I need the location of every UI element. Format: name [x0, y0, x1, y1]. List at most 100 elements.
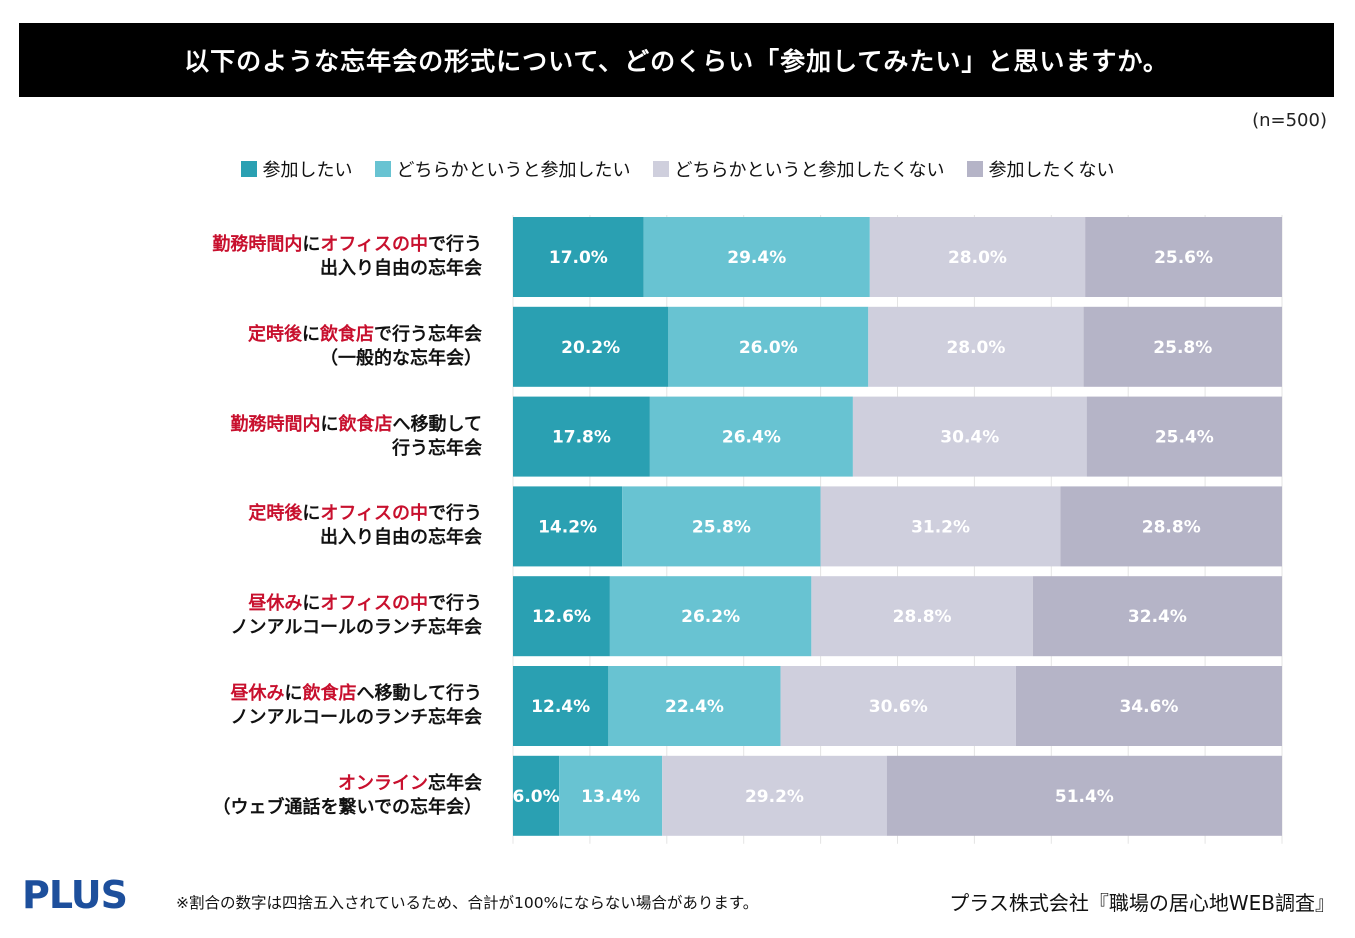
source-credit: プラス株式会社『職場の居心地WEB調査』	[949, 891, 1335, 915]
category-label-line: 昼休みに飲食店へ移動して行う	[122, 682, 482, 706]
category-label: オンライン忘年会 （ウェブ通話を繋いでの忘年会）	[122, 772, 482, 820]
legend-swatch-3	[966, 161, 983, 177]
data-label: 51.4%	[1055, 787, 1114, 807]
bar-segment	[869, 217, 1086, 297]
category-label-line: （ウェブ通話を繋いでの忘年会）	[122, 796, 482, 820]
bar-segment	[780, 666, 1016, 746]
category-label: 勤務時間内にオフィスの中で行う 出入り自由の忘年会	[122, 233, 482, 281]
category-label-highlight: 昼休み	[248, 593, 303, 615]
category-label-highlight: 定時後	[248, 323, 302, 345]
category-label-line: ノンアルコールのランチ忘年会	[122, 616, 482, 640]
bar-segment	[608, 666, 781, 746]
data-label: 25.8%	[692, 517, 751, 537]
data-label: 30.6%	[869, 697, 928, 717]
category-label-text: に	[284, 683, 303, 704]
data-label: 28.8%	[1142, 517, 1201, 537]
category-label: 勤務時間内に飲食店へ移動して 行う忘年会	[122, 413, 482, 461]
category-label-highlight: 定時後	[248, 503, 303, 525]
sample-size: (n=500)	[1252, 110, 1327, 131]
data-label: 34.6%	[1119, 697, 1178, 717]
data-label: 25.4%	[1155, 428, 1214, 448]
bar-segment	[513, 217, 644, 297]
data-label: 20.2%	[561, 338, 620, 358]
category-label-text: ノンアルコールのランチ忘年会	[230, 707, 482, 728]
category-label-line: 勤務時間内に飲食店へ移動して	[122, 413, 482, 437]
legend-label-0: 参加したい	[262, 160, 353, 181]
data-label: 26.4%	[722, 428, 781, 448]
category-label-line: 行う忘年会	[122, 437, 482, 461]
data-label: 28.0%	[948, 248, 1007, 268]
bar-segment	[513, 306, 669, 387]
bar-segment	[811, 576, 1033, 657]
chart-title: 以下のような忘年会の形式について、どのくらい「参加してみたい」と思いますか。	[19, 23, 1334, 97]
data-label: 26.0%	[739, 338, 798, 358]
category-label-text: 出入り自由の忘年会	[320, 527, 482, 549]
data-label: 31.2%	[911, 517, 970, 537]
category-label-text: へ移動して行う	[356, 683, 482, 704]
category-label-highlight: オフィスの中	[320, 503, 428, 525]
footnote: ※割合の数字は四捨五入されているため、合計が100%にならない場合があります。	[176, 894, 759, 912]
data-label: 22.4%	[665, 697, 724, 717]
bar-segment	[1032, 576, 1282, 657]
category-label-highlight: 勤務時間内	[212, 234, 303, 255]
category-label-text: で行う	[428, 503, 482, 525]
plus-logo: PLUS	[22, 873, 128, 917]
data-label: 32.4%	[1128, 607, 1187, 627]
data-label: 25.8%	[1153, 338, 1212, 358]
data-label: 14.2%	[538, 517, 597, 537]
category-label-line: 勤務時間内にオフィスの中で行う	[122, 233, 482, 257]
category-label: 昼休みにオフィスの中で行う ノンアルコールのランチ忘年会	[122, 592, 482, 640]
category-label-highlight: オンライン	[338, 772, 428, 794]
legend-item-2: どちらかというと参加したくない	[652, 156, 945, 182]
bar-segment	[513, 755, 560, 836]
category-label-highlight: 飲食店	[302, 683, 357, 704]
bar-segment	[1083, 306, 1282, 387]
bar-segment	[886, 755, 1282, 836]
legend-item-1: どちらかというと参加したい	[374, 156, 631, 182]
legend: 参加したい どちらかというと参加したい どちらかというと参加したくない 参加した…	[0, 156, 1355, 182]
legend-item-0: 参加したい	[240, 156, 353, 182]
data-label: 17.0%	[549, 248, 608, 268]
bar-segment	[609, 576, 812, 657]
category-label-highlight: オフィスの中	[320, 593, 428, 615]
category-label-highlight: 飲食店	[320, 323, 374, 345]
category-label-text: で行う	[428, 234, 482, 255]
bar-segment	[643, 217, 870, 297]
category-label-line: 定時後にオフィスの中で行う	[122, 502, 482, 526]
data-label: 30.4%	[940, 428, 999, 448]
bar-segment	[1086, 396, 1282, 477]
category-label: 定時後にオフィスの中で行う 出入り自由の忘年会	[122, 502, 482, 550]
bar-segment	[1060, 486, 1282, 567]
category-label: 定時後に飲食店で行う忘年会 （一般的な忘年会）	[122, 323, 482, 371]
bar-segment	[513, 486, 623, 567]
category-label-line: 昼休みにオフィスの中で行う	[122, 592, 482, 616]
bar-segment	[668, 306, 869, 387]
data-label: 29.4%	[727, 248, 786, 268]
data-label: 28.0%	[946, 338, 1005, 358]
bar-segment	[1085, 217, 1282, 297]
bar-segment	[649, 396, 853, 477]
legend-label-2: どちらかというと参加したくない	[674, 160, 945, 181]
category-label-line: オンライン忘年会	[122, 772, 482, 796]
data-label: 13.4%	[581, 787, 640, 807]
bar-segment	[868, 306, 1084, 387]
legend-label-1: どちらかというと参加したい	[396, 160, 631, 181]
category-label-text: （一般的な忘年会）	[320, 347, 482, 369]
legend-swatch-0	[240, 161, 257, 177]
category-label-text: へ移動して	[392, 413, 482, 435]
category-label-line: ノンアルコールのランチ忘年会	[122, 706, 482, 730]
bar-segment	[820, 486, 1061, 567]
bar-segment	[852, 396, 1087, 477]
category-label-line: 出入り自由の忘年会	[122, 257, 482, 281]
data-label: 17.8%	[552, 428, 611, 448]
category-label-highlight: 昼休み	[230, 683, 285, 704]
category-label-text: （ウェブ通話を繋いでの忘年会）	[212, 796, 482, 818]
data-label: 29.2%	[745, 787, 804, 807]
category-label-text: で行う忘年会	[374, 323, 482, 345]
legend-swatch-2	[652, 161, 669, 177]
category-label: 昼休みに飲食店へ移動して行う ノンアルコールのランチ忘年会	[122, 682, 482, 730]
bar-segment	[662, 755, 887, 836]
bar-segment	[513, 396, 650, 477]
bar-segment	[1015, 666, 1282, 746]
